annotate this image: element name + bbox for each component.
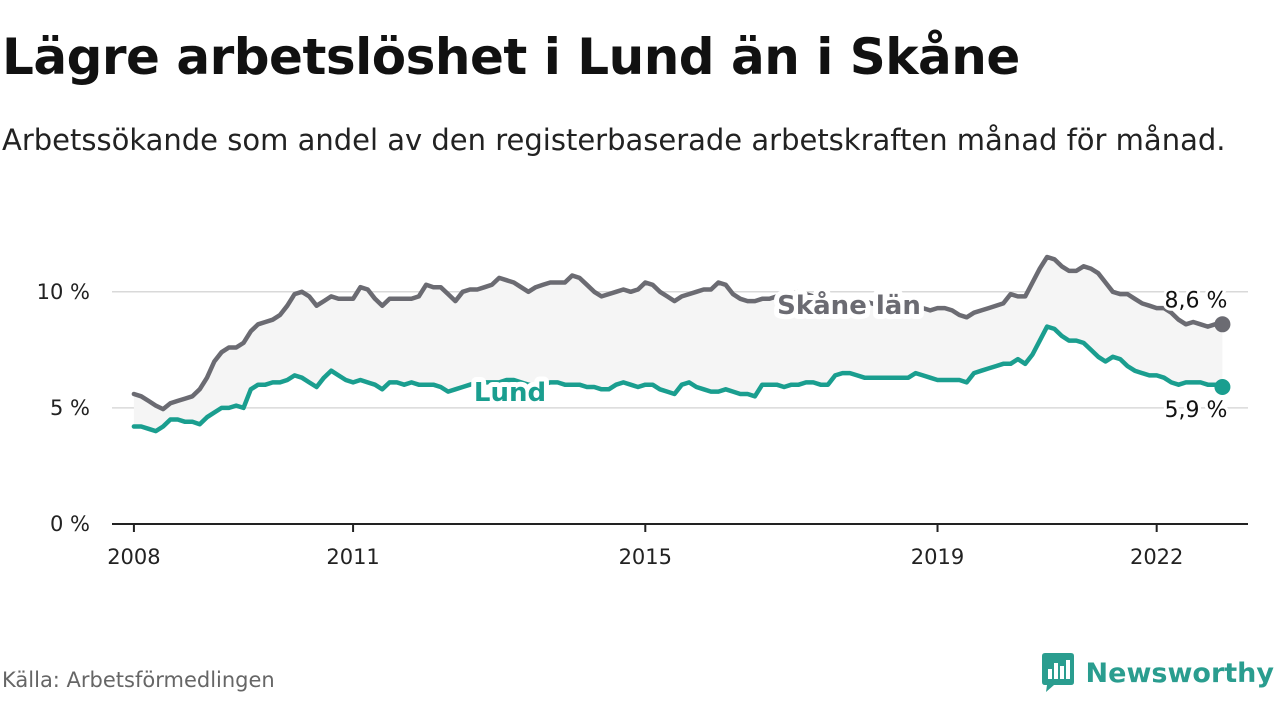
x-tick-label: 2019 — [911, 545, 964, 569]
skane-series-line — [131, 254, 1225, 412]
source-note: Källa: Arbetsförmedlingen — [2, 668, 275, 692]
x-tick-label: 2015 — [619, 545, 672, 569]
lund-series-line — [131, 324, 1225, 434]
skane-series-label: Skåne län — [777, 289, 921, 321]
labels-layer: Skåne län Lund 8,6 % 5,9 % — [469, 284, 1231, 426]
lund-series-label: Lund — [474, 378, 546, 408]
brand-logo: Newsworthy — [1040, 652, 1274, 694]
gap-band — [133, 257, 1223, 432]
x-tick-label: 2008 — [107, 545, 160, 569]
chart-subtitle: Arbetssökande som andel av den registerb… — [2, 123, 1226, 157]
x-tick-label: 2011 — [326, 545, 379, 569]
y-tick-label: 5 % — [50, 396, 90, 420]
y-tick-label: 10 % — [37, 280, 90, 304]
x-tick-label: 2022 — [1130, 545, 1183, 569]
lund-end-point — [1214, 379, 1231, 395]
skane-end-point — [1214, 316, 1231, 333]
brand-name: Newsworthy — [1085, 657, 1274, 689]
axis-layer: 0 % 5 % 10 % 2008 2011 2015 2019 2022 — [37, 280, 1248, 569]
lund-end-label: 5,9 % — [1165, 398, 1228, 423]
series-lines-layer — [131, 254, 1225, 434]
skane-end-label: 8,6 % — [1165, 288, 1228, 313]
gap-band-layer — [133, 257, 1223, 432]
newsworthy-logo-icon — [1041, 653, 1074, 692]
y-tick-label: 0 % — [50, 512, 90, 536]
chart-title: Lägre arbetslöshet i Lund än i Skåne — [2, 28, 1020, 86]
